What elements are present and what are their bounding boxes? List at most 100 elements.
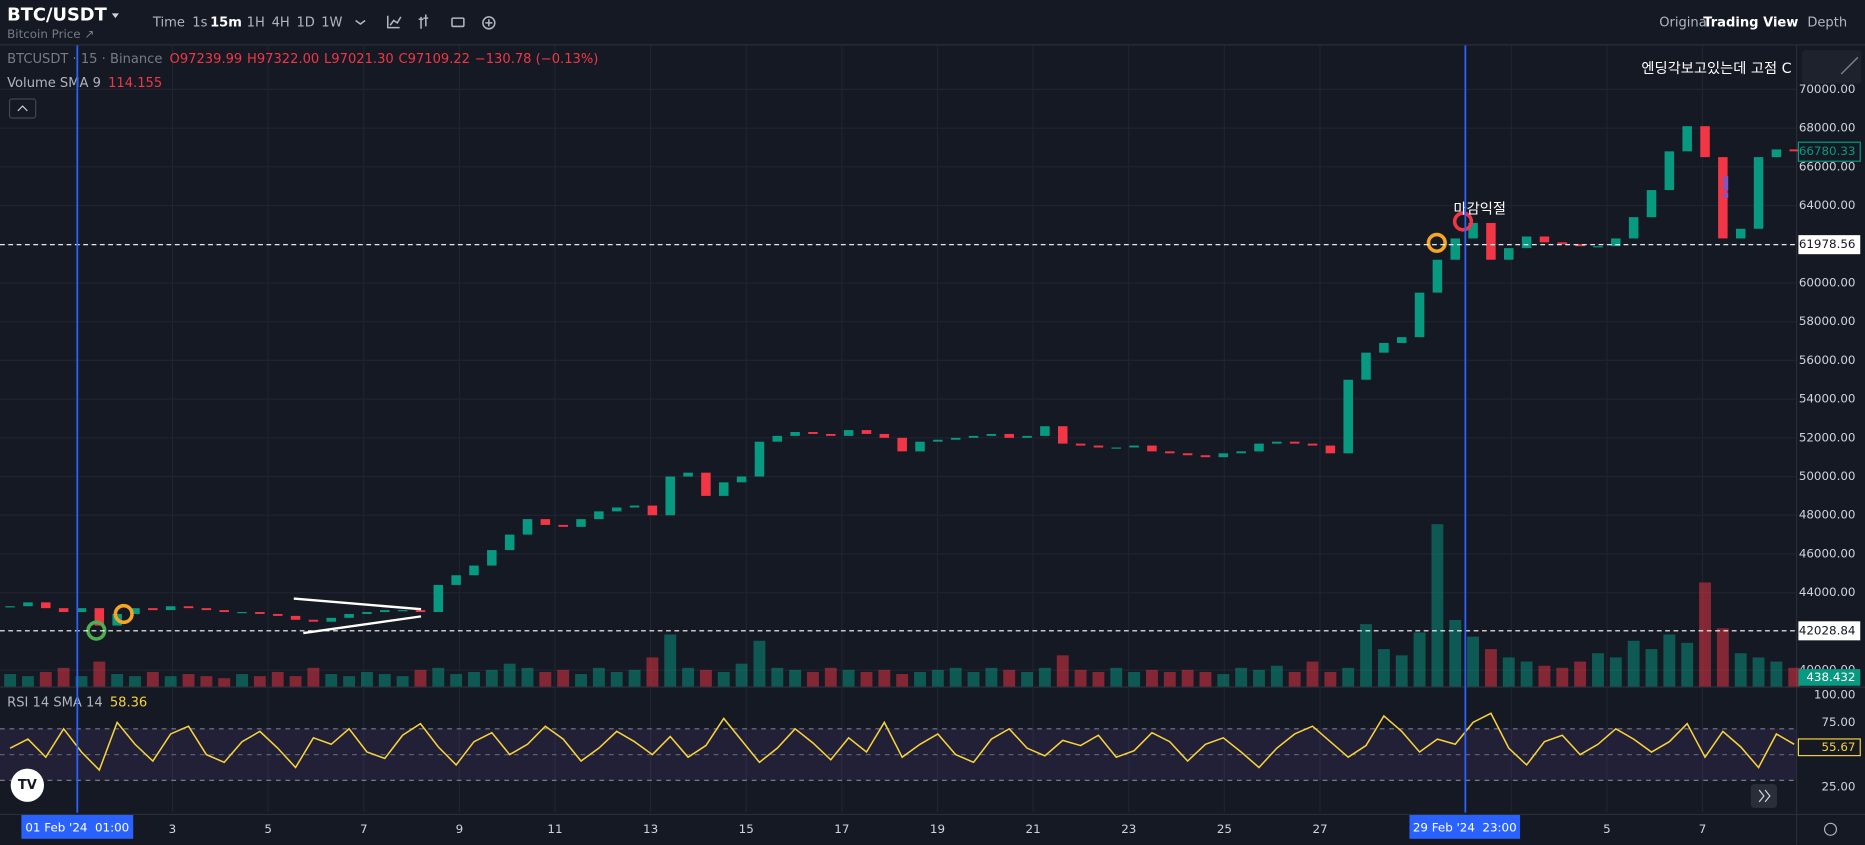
timeframe[interactable]: 1H [247,15,265,30]
candle [344,613,354,618]
volume-bar [468,671,480,687]
volume-bar [1484,649,1497,687]
candle [1254,443,1264,452]
candle [290,615,301,620]
logo[interactable] [10,768,45,802]
timeframe[interactable]: 1D [296,15,314,30]
volume-bar [1609,657,1622,687]
volume-bar [1092,671,1105,687]
volume-bar [1574,661,1587,687]
volume-tag [1798,669,1861,686]
x-tick-label: 17 [834,822,849,836]
volume-bar [236,674,248,687]
add-icon-plus[interactable] [485,19,493,27]
view-tab[interactable]: Original [1659,15,1710,30]
timeframe[interactable]: 1W [321,15,342,30]
volume-bar [93,661,106,687]
candle [611,507,622,512]
candle [1521,236,1532,249]
timeframe[interactable]: Time [152,15,185,30]
candle [41,602,51,609]
logo-mark: TV [18,778,38,793]
timeframe[interactable]: 4H [272,15,290,30]
candle [594,511,604,520]
settings-icon[interactable] [1823,822,1838,836]
collapse-icon[interactable] [17,105,28,112]
last-price-tag [1797,141,1861,162]
y-tick-label: 66000.00 [1799,159,1856,173]
drawing-toolbox[interactable] [1801,50,1862,84]
candle [1735,228,1746,239]
y-tick-label: 54000.00 [1799,392,1856,406]
volume-bar [396,676,409,687]
x-tick-label: 5 [264,822,272,836]
candle [326,617,337,622]
symbol-subtitle[interactable]: Bitcoin Price ↗ [7,27,94,41]
more-icon[interactable] [355,19,366,26]
y-tick-label: 64000.00 [1799,198,1856,212]
volume-bar [914,671,926,687]
candle [165,606,176,611]
candle [76,608,87,613]
candle [1628,217,1639,239]
candle [487,550,497,566]
annotation: 엔딩각보고있는데 고점 C [1641,60,1791,77]
crosshair-date-box [1409,815,1521,839]
candle [1147,445,1157,452]
camera-icon[interactable] [451,17,465,28]
volume-bar [1395,655,1408,687]
candle [130,608,140,614]
candle [23,602,33,607]
x-tick-label: 5 [1603,822,1611,836]
candle [148,608,158,611]
volume-bar [1181,669,1194,687]
volume-bar [164,676,177,687]
volume-bar [1449,619,1462,687]
candle [950,437,961,440]
x-tick-label: 23 [1121,822,1136,836]
timeframe[interactable]: 1s [192,15,207,30]
volume-bar [503,663,516,687]
volume-bar [146,671,159,687]
volume-bar [896,674,909,687]
candle [1700,126,1710,158]
candle [843,430,854,436]
collapse-button[interactable] [8,98,37,119]
volume-bar [1681,642,1694,687]
candle [1664,151,1675,191]
candle [1718,157,1728,239]
candle [469,565,479,576]
volume-bar [717,671,730,687]
volume-bar [1556,667,1569,687]
candle [1218,453,1229,458]
volume-bar [271,671,284,687]
indicator-icon[interactable] [386,15,402,29]
candle [1272,441,1282,444]
volume-bar [610,671,623,687]
candle [201,608,212,611]
legend-open: O97239.99 [170,52,243,67]
volume-bar [1645,649,1658,687]
view-tab[interactable]: Trading View [1703,15,1798,30]
volume-tag-label: 438.432 [1806,670,1855,684]
volume-bar [1467,636,1480,687]
price-tag-label: 42028.84 [1799,623,1856,637]
candle [1200,455,1211,458]
view-tab[interactable]: Depth [1807,15,1847,30]
volume-bar [521,667,534,687]
symbol-dropdown[interactable] [111,13,119,19]
candle [451,575,461,585]
symbol[interactable]: BTC/USDT [7,5,107,26]
rsi-label: RSI 14 SMA 14 [7,696,103,711]
candle [558,524,568,527]
drawing-tool-icon[interactable] [1840,56,1859,75]
candle [1486,222,1496,260]
candle-icon[interactable] [418,14,429,29]
volume-bar [1342,667,1355,687]
rsi-tick-label: 75.00 [1821,715,1855,729]
timeframe[interactable]: 15m [210,15,242,30]
volume-bar [1288,671,1301,687]
volume-bar [1752,657,1765,687]
add-icon[interactable] [482,16,496,30]
